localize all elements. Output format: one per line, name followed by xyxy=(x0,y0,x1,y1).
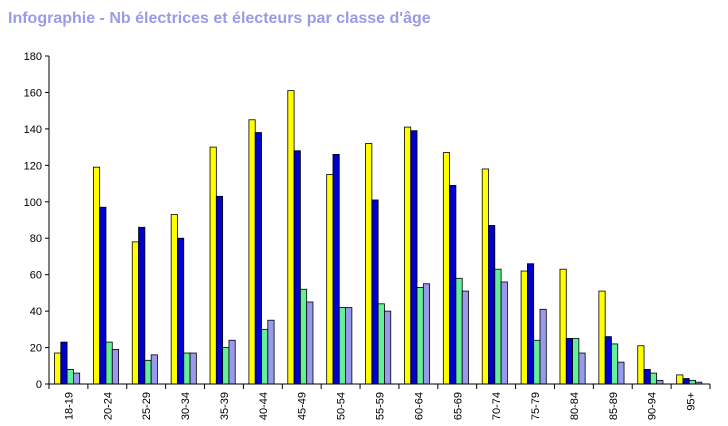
bar-55-59-s3 xyxy=(377,303,385,385)
bar-70-74-s4 xyxy=(500,281,508,385)
bar-65-69-s4 xyxy=(461,290,469,385)
bar-35-39-s3 xyxy=(222,347,230,385)
bar-90-94-s4 xyxy=(656,379,664,385)
bar-18-19-s3 xyxy=(66,369,74,385)
bar-18-19-s4 xyxy=(73,372,81,385)
y-tick-label: 40 xyxy=(30,306,42,318)
x-tick-label: 90-94 xyxy=(647,392,659,420)
bar-60-64-s3 xyxy=(416,287,424,385)
bar-65-69-s3 xyxy=(455,277,463,385)
bar-45-49-s4 xyxy=(306,301,314,385)
x-tick-label: 65-69 xyxy=(452,392,464,420)
bar-65-69-s2 xyxy=(449,184,457,385)
bar-95+-s1 xyxy=(676,374,684,385)
bar-70-74-s2 xyxy=(488,225,496,385)
bars-group xyxy=(54,90,703,385)
bar-85-89-s1 xyxy=(598,290,606,385)
bar-75-79-s2 xyxy=(526,263,535,385)
bar-45-49-s2 xyxy=(293,150,301,385)
bar-35-39-s4 xyxy=(228,339,236,385)
x-tick-label: 95+ xyxy=(686,392,698,411)
bar-25-29-s4 xyxy=(150,354,158,385)
bar-20-24-s1 xyxy=(92,166,101,385)
bar-30-34-s3 xyxy=(183,352,191,385)
bar-30-34-s2 xyxy=(177,237,185,385)
bar-80-84-s1 xyxy=(559,268,567,385)
bar-18-19-s1 xyxy=(54,352,62,385)
bar-50-54-s2 xyxy=(332,153,340,385)
y-tick-label: 60 xyxy=(30,270,42,282)
y-tick-label: 160 xyxy=(24,87,42,99)
bar-70-74-s3 xyxy=(494,268,502,385)
y-tick-label: 140 xyxy=(24,124,42,136)
bar-50-54-s1 xyxy=(326,174,334,385)
bar-40-44-s1 xyxy=(248,119,256,385)
bar-85-89-s3 xyxy=(611,343,619,385)
bar-55-59-s4 xyxy=(384,310,392,385)
x-tick-label: 20-24 xyxy=(102,392,114,420)
bar-90-94-s3 xyxy=(649,372,658,385)
bar-80-84-s3 xyxy=(572,338,580,385)
bar-55-59-s2 xyxy=(371,199,379,385)
bar-75-79-s4 xyxy=(539,308,547,385)
x-tick-label: 80-84 xyxy=(569,392,581,420)
bar-75-79-s3 xyxy=(533,339,541,385)
bar-80-84-s2 xyxy=(565,338,573,385)
bar-95+-s3 xyxy=(688,379,696,385)
chart-title: Infographie - Nb électrices et électeurs… xyxy=(8,10,431,27)
bar-20-24-s4 xyxy=(111,348,119,385)
bar-25-29-s2 xyxy=(138,226,146,385)
bar-90-94-s2 xyxy=(643,369,651,385)
bar-60-64-s4 xyxy=(422,283,431,385)
x-tick-label: 45-49 xyxy=(297,392,309,420)
bar-90-94-s1 xyxy=(637,345,645,385)
bar-70-74-s1 xyxy=(481,168,489,385)
x-tick-label: 60-64 xyxy=(413,392,425,420)
bar-35-39-s1 xyxy=(209,146,217,385)
y-tick-label: 80 xyxy=(30,233,42,245)
y-tick-label: 20 xyxy=(30,343,42,355)
x-tick-label: 35-39 xyxy=(219,392,231,420)
y-tick-label: 180 xyxy=(24,51,42,63)
bar-30-34-s4 xyxy=(189,352,197,385)
bar-65-69-s1 xyxy=(442,152,451,385)
bar-95+-s2 xyxy=(682,378,690,385)
x-tick-label: 18-19 xyxy=(63,392,75,420)
x-tick-label: 75-79 xyxy=(530,392,542,420)
x-tick-label: 40-44 xyxy=(258,392,270,420)
bar-50-54-s3 xyxy=(338,307,346,385)
bar-50-54-s4 xyxy=(345,307,353,385)
y-tick-label: 120 xyxy=(24,160,42,172)
bar-40-44-s3 xyxy=(261,328,269,385)
x-tick-label: 30-34 xyxy=(180,392,192,420)
x-tick-label: 50-54 xyxy=(336,392,348,420)
x-tick-label: 25-29 xyxy=(141,392,153,420)
y-tick-label: 0 xyxy=(36,379,42,391)
bar-30-34-s1 xyxy=(170,214,178,385)
bar-60-64-s2 xyxy=(410,130,418,385)
bar-20-24-s3 xyxy=(105,341,113,385)
bar-80-84-s4 xyxy=(578,352,586,385)
x-tick-label: 85-89 xyxy=(608,392,620,420)
axes-group: 0 20 40 60 80 100 120 140 160 180 18-19 20-24 25-29 3… xyxy=(24,51,711,420)
bar-25-29-s3 xyxy=(144,359,152,385)
bar-25-29-s1 xyxy=(131,241,139,385)
bar-75-79-s1 xyxy=(520,270,528,385)
bar-45-49-s3 xyxy=(299,288,308,385)
bar-40-44-s4 xyxy=(267,319,275,385)
bar-20-24-s2 xyxy=(99,206,107,385)
x-tick-label: 70-74 xyxy=(491,392,503,420)
bar-60-64-s1 xyxy=(404,126,412,385)
bar-85-89-s2 xyxy=(604,336,612,385)
bar-18-19-s2 xyxy=(60,341,68,385)
bar-35-39-s2 xyxy=(215,195,224,385)
bar-55-59-s1 xyxy=(365,143,373,385)
bar-85-89-s4 xyxy=(617,361,625,385)
bar-45-49-s1 xyxy=(287,90,295,385)
x-tick-label: 55-59 xyxy=(375,392,387,420)
bar-40-44-s2 xyxy=(254,132,262,385)
y-tick-label: 100 xyxy=(24,197,42,209)
